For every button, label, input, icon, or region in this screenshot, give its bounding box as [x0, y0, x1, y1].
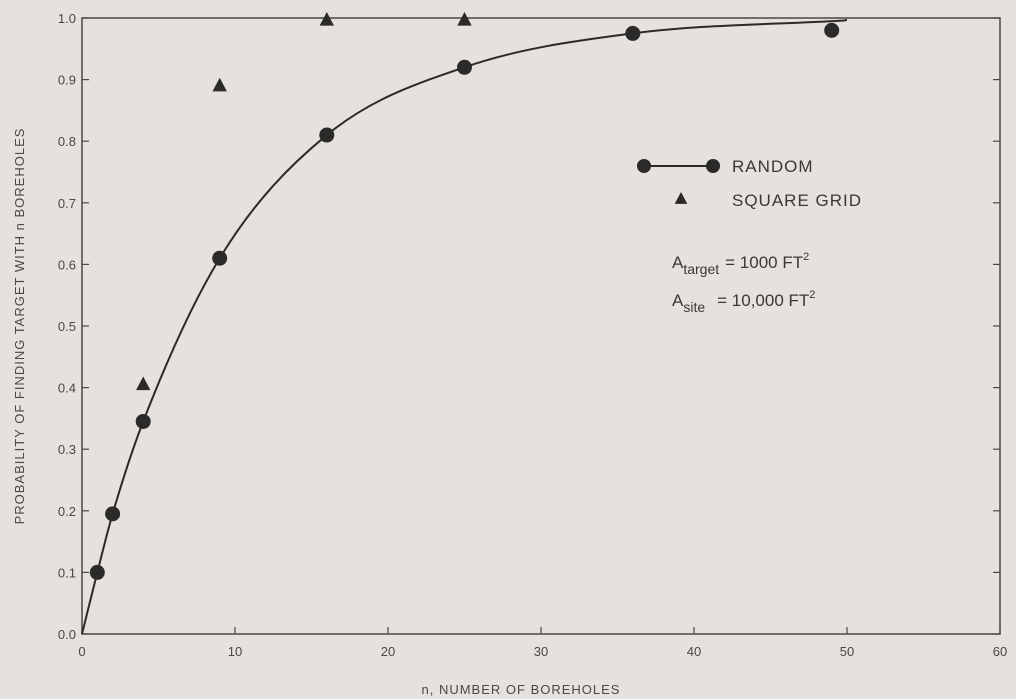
x-tick-label: 30 — [534, 644, 548, 659]
annotation-site-symbol: A — [672, 291, 684, 310]
square-grid-point — [319, 12, 334, 26]
annotation-target-symbol: A — [672, 253, 684, 272]
y-tick-label: 0.3 — [58, 442, 76, 457]
y-tick-labels: 0.0 0.1 0.2 0.3 0.4 0.5 0.6 0.7 0.8 0.9 1.0 — [58, 11, 76, 642]
y-tick-label: 0.1 — [58, 565, 76, 580]
y-tick-label: 0.9 — [58, 73, 76, 88]
random-point — [824, 22, 840, 38]
legend: RANDOM SQUARE GRID — [637, 157, 862, 210]
annotation-target-value: = 1000 FT — [725, 253, 803, 272]
annotation-target-subscript: target — [683, 261, 719, 277]
annotation-site-superscript: 2 — [809, 289, 815, 301]
x-tick-labels: 0 10 20 30 40 50 60 — [78, 644, 1007, 659]
random-point — [319, 127, 335, 143]
random-point — [625, 25, 641, 41]
x-tick-label: 40 — [687, 644, 701, 659]
tick-marks — [81, 17, 1001, 635]
random-point — [105, 506, 121, 522]
annotation-target-superscript: 2 — [803, 251, 809, 263]
x-tick-label: 20 — [381, 644, 395, 659]
y-tick-label: 1.0 — [58, 11, 76, 26]
legend-random-marker-right — [706, 159, 720, 173]
annotation-target-area: Atarget = 1000 FT2 — [672, 251, 809, 277]
x-axis-label: n, NUMBER OF BOREHOLES — [422, 682, 621, 697]
square-grid-point — [136, 376, 151, 391]
legend-random-marker-left — [637, 159, 651, 173]
plot-frame — [81, 17, 1001, 635]
y-tick-label: 0.5 — [58, 319, 76, 334]
legend-square-grid-marker — [674, 192, 688, 204]
annotation-site-subscript: site — [683, 299, 705, 315]
x-tick-label: 0 — [78, 644, 85, 659]
random-point — [457, 59, 472, 75]
y-tick-label: 0.8 — [58, 134, 76, 149]
square-grid-point — [212, 77, 227, 92]
area-annotations: Atarget = 1000 FT2 Asite = 10,000 FT2 — [672, 251, 815, 315]
random-point — [135, 413, 151, 429]
x-tick-label: 60 — [993, 644, 1007, 659]
legend-square-grid-label: SQUARE GRID — [732, 191, 862, 210]
y-axis-label: PROBABILITY OF FINDING TARGET WITH n BOR… — [12, 128, 27, 525]
random-point — [212, 250, 228, 266]
y-tick-label: 0.7 — [58, 196, 76, 211]
x-tick-label: 50 — [840, 644, 854, 659]
y-tick-label: 0.2 — [58, 504, 76, 519]
random-fit-curve — [81, 18, 848, 635]
y-tick-label: 0.6 — [58, 257, 76, 272]
annotation-site-area: Asite = 10,000 FT2 — [672, 289, 815, 315]
annotation-site-value: = 10,000 FT — [717, 291, 809, 310]
random-point — [89, 564, 105, 580]
x-tick-label: 10 — [228, 644, 242, 659]
y-tick-label: 0.0 — [58, 627, 76, 642]
data-points — [89, 12, 840, 580]
y-tick-label: 0.4 — [58, 381, 76, 396]
square-grid-point — [457, 12, 472, 26]
legend-random-label: RANDOM — [732, 157, 814, 176]
